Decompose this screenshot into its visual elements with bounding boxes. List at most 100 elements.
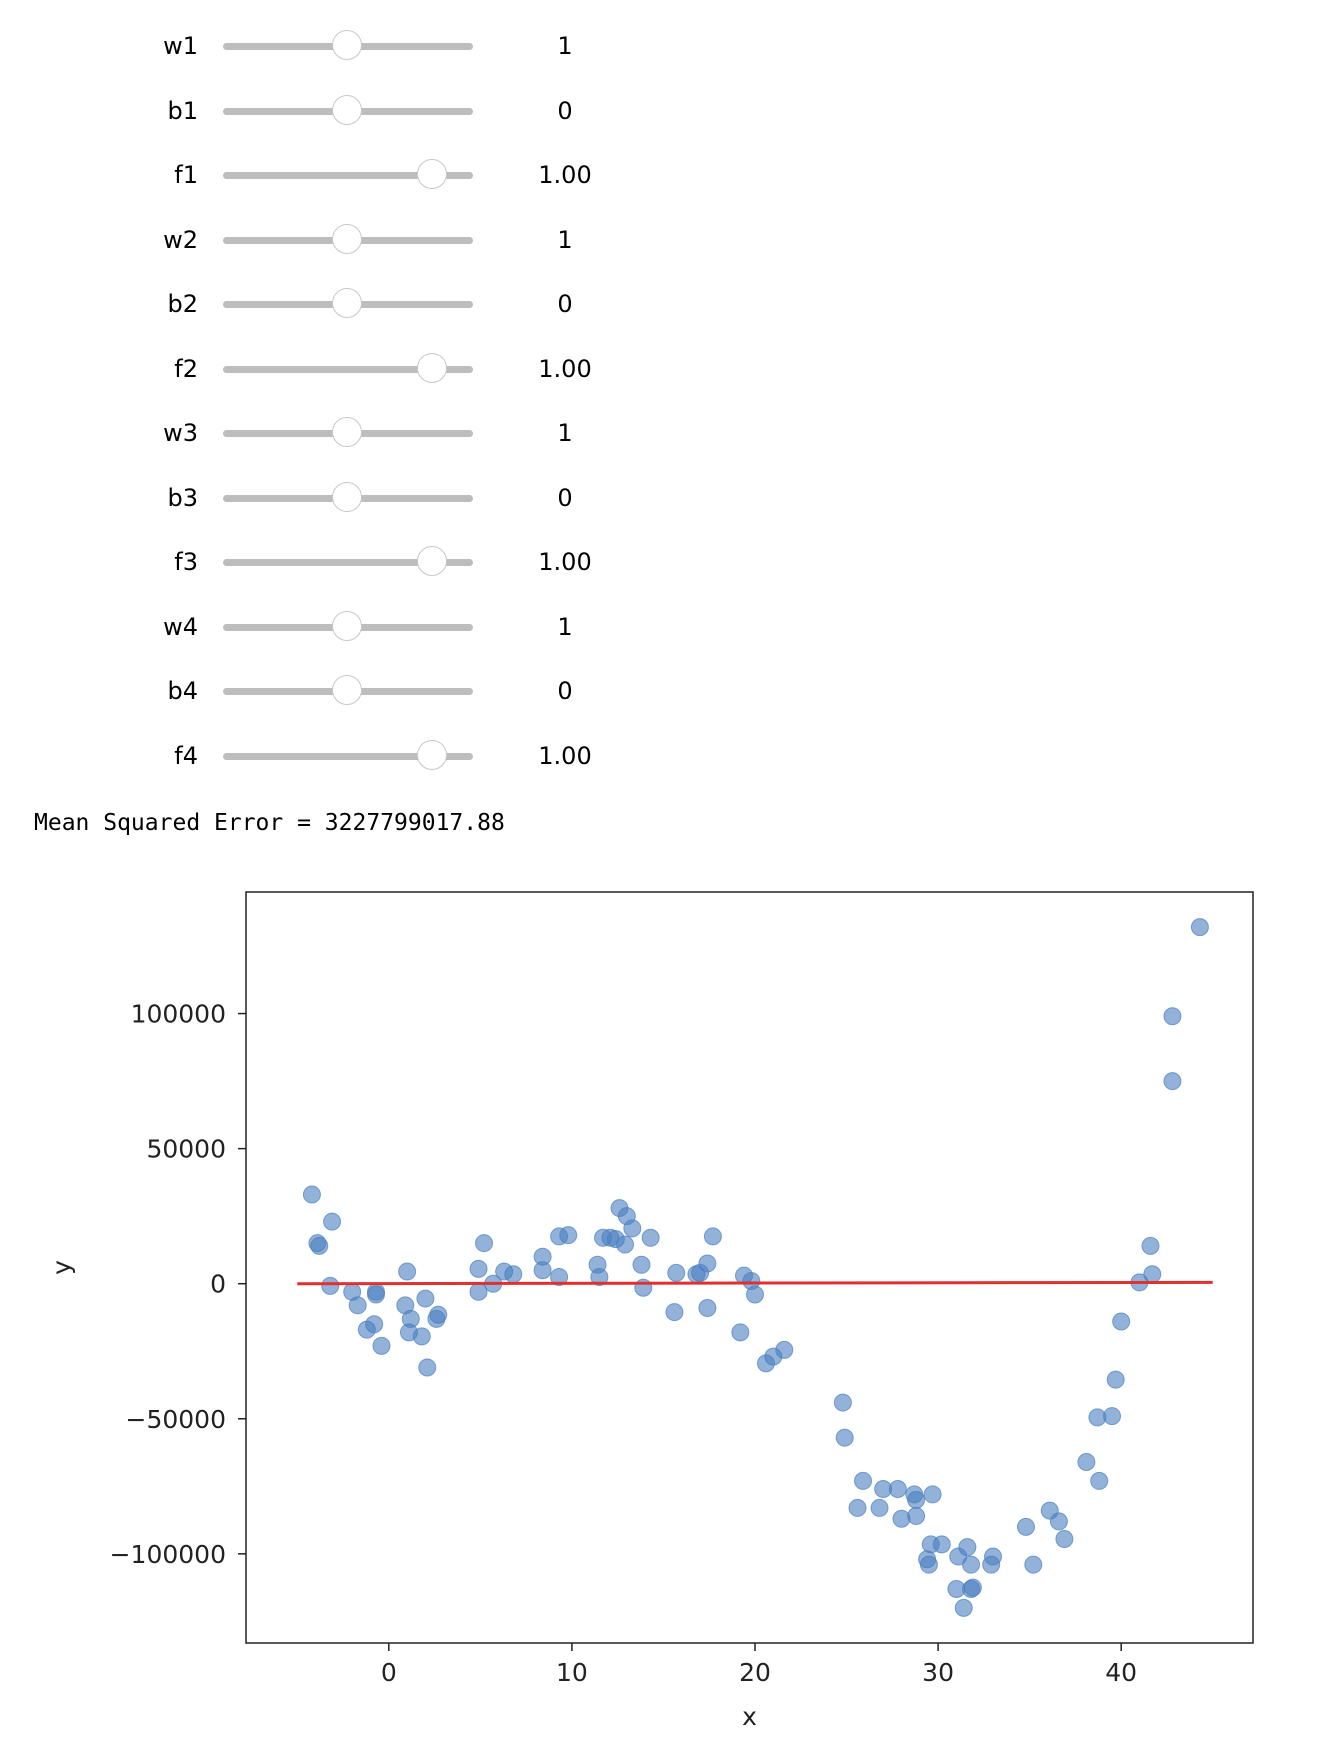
slider-handle-f4[interactable]	[417, 739, 447, 770]
slider-track-w4[interactable]	[223, 610, 473, 641]
slider-row-b4: b4 0	[0, 671, 700, 711]
data-point	[870, 1498, 889, 1517]
data-point	[641, 1228, 660, 1247]
x-tick-label: 30	[922, 1658, 954, 1687]
slider-value: 1.00	[538, 354, 592, 383]
slider-handle-f2[interactable]	[417, 352, 447, 383]
data-point	[475, 1234, 494, 1253]
slider-row-b3: b3 0	[0, 478, 700, 518]
slider-handle-b2[interactable]	[332, 288, 362, 318]
data-point	[429, 1305, 448, 1324]
data-point	[963, 1578, 982, 1597]
data-point	[372, 1336, 391, 1355]
data-point	[302, 1185, 321, 1204]
slider-handle-f1[interactable]	[417, 159, 447, 189]
slider-row-b1: b1 0	[0, 91, 700, 131]
data-point	[835, 1428, 854, 1447]
data-point	[667, 1263, 686, 1282]
data-point	[1016, 1517, 1035, 1536]
slider-row-f4: f4 1.00	[0, 736, 700, 776]
slider-track-f3[interactable]	[223, 546, 473, 576]
x-tick-label: 10	[556, 1658, 588, 1687]
slider-handle-w3[interactable]	[332, 417, 362, 447]
x-tick-label: 20	[739, 1658, 771, 1687]
data-point	[907, 1507, 926, 1526]
slider-label: w4	[163, 612, 198, 641]
slider-value: 1	[557, 32, 573, 60]
data-point	[1055, 1529, 1074, 1548]
slider-track-f4[interactable]	[223, 739, 473, 770]
data-point	[962, 1555, 981, 1574]
data-point	[416, 1289, 435, 1308]
data-point	[1049, 1512, 1068, 1531]
slider-track-b4[interactable]	[223, 675, 473, 705]
data-point	[1143, 1265, 1162, 1284]
slider-label: b2	[167, 290, 198, 318]
slider-row-f1: f1 1.00	[0, 155, 700, 195]
slider-row-f2: f2 1.00	[0, 349, 700, 389]
slider-row-f3: f3 1.00	[0, 542, 700, 582]
slider-track-b1[interactable]	[223, 94, 473, 125]
slider-track-b3[interactable]	[223, 481, 473, 512]
points-layer	[302, 918, 1209, 1617]
data-point	[703, 1227, 722, 1246]
slider-row-b2: b2 0	[0, 284, 700, 324]
data-point	[366, 1285, 385, 1304]
data-point	[954, 1598, 973, 1617]
y-tick-label: 100000	[131, 1000, 226, 1029]
slider-handle-w2[interactable]	[332, 223, 362, 254]
data-point	[590, 1267, 609, 1286]
slider-handle-w1[interactable]	[332, 30, 362, 60]
data-point	[533, 1261, 552, 1280]
data-point	[923, 1485, 942, 1504]
slider-handle-w4[interactable]	[332, 610, 362, 641]
slider-track-f2[interactable]	[223, 352, 473, 383]
data-point	[418, 1358, 437, 1377]
y-axis-label: y	[47, 1260, 76, 1275]
slider-value: 1.00	[538, 548, 592, 576]
slider-row-w1: w1 1	[0, 26, 700, 66]
x-tick-label: 0	[381, 1658, 397, 1687]
data-point	[623, 1219, 642, 1238]
y-axis: 100000 50000 0 −50000 −100000	[110, 1000, 246, 1569]
slider-value: 1.00	[538, 161, 592, 189]
y-tick-label: 0	[210, 1270, 226, 1299]
y-tick-label: 50000	[146, 1135, 226, 1164]
data-point	[348, 1296, 367, 1315]
plot-frame	[245, 891, 1254, 1644]
slider-label: f1	[174, 161, 198, 189]
data-point	[698, 1299, 717, 1318]
scatter-chart: 0 10 20 30 40 100000 50000 0 −50000 −100000 x y	[47, 891, 1254, 1731]
slider-handle-b3[interactable]	[332, 481, 362, 512]
slider-track-f1[interactable]	[223, 159, 473, 189]
slider-handle-f3[interactable]	[417, 546, 447, 576]
slider-handle-b1[interactable]	[332, 94, 362, 125]
data-point	[321, 1276, 340, 1295]
slider-track-b2[interactable]	[223, 288, 473, 318]
slider-track-w3[interactable]	[223, 417, 473, 447]
slider-value: 1	[557, 225, 573, 254]
slider-value: 1	[557, 419, 573, 447]
data-point	[833, 1393, 852, 1412]
mse-output: Mean Squared Error = 3227799017.88	[34, 810, 505, 836]
data-point	[550, 1267, 569, 1286]
data-point	[1024, 1555, 1043, 1574]
slider-label: b1	[167, 96, 198, 125]
data-point	[1190, 918, 1209, 937]
data-point	[323, 1212, 342, 1231]
data-point	[1141, 1236, 1160, 1255]
slider-label: w1	[163, 32, 198, 60]
slider-row-w2: w2 1	[0, 220, 700, 260]
data-point	[1163, 1007, 1182, 1026]
slider-value: 0	[557, 677, 573, 705]
data-point	[1106, 1370, 1125, 1389]
data-point	[731, 1323, 750, 1342]
data-point	[932, 1535, 951, 1554]
slider-label: f4	[174, 741, 198, 770]
slider-handle-b4[interactable]	[332, 675, 362, 705]
slider-track-w1[interactable]	[223, 30, 473, 60]
slider-track-w2[interactable]	[223, 223, 473, 254]
data-point	[401, 1309, 420, 1328]
slider-value: 1	[557, 612, 573, 641]
x-axis-label: x	[742, 1702, 757, 1731]
